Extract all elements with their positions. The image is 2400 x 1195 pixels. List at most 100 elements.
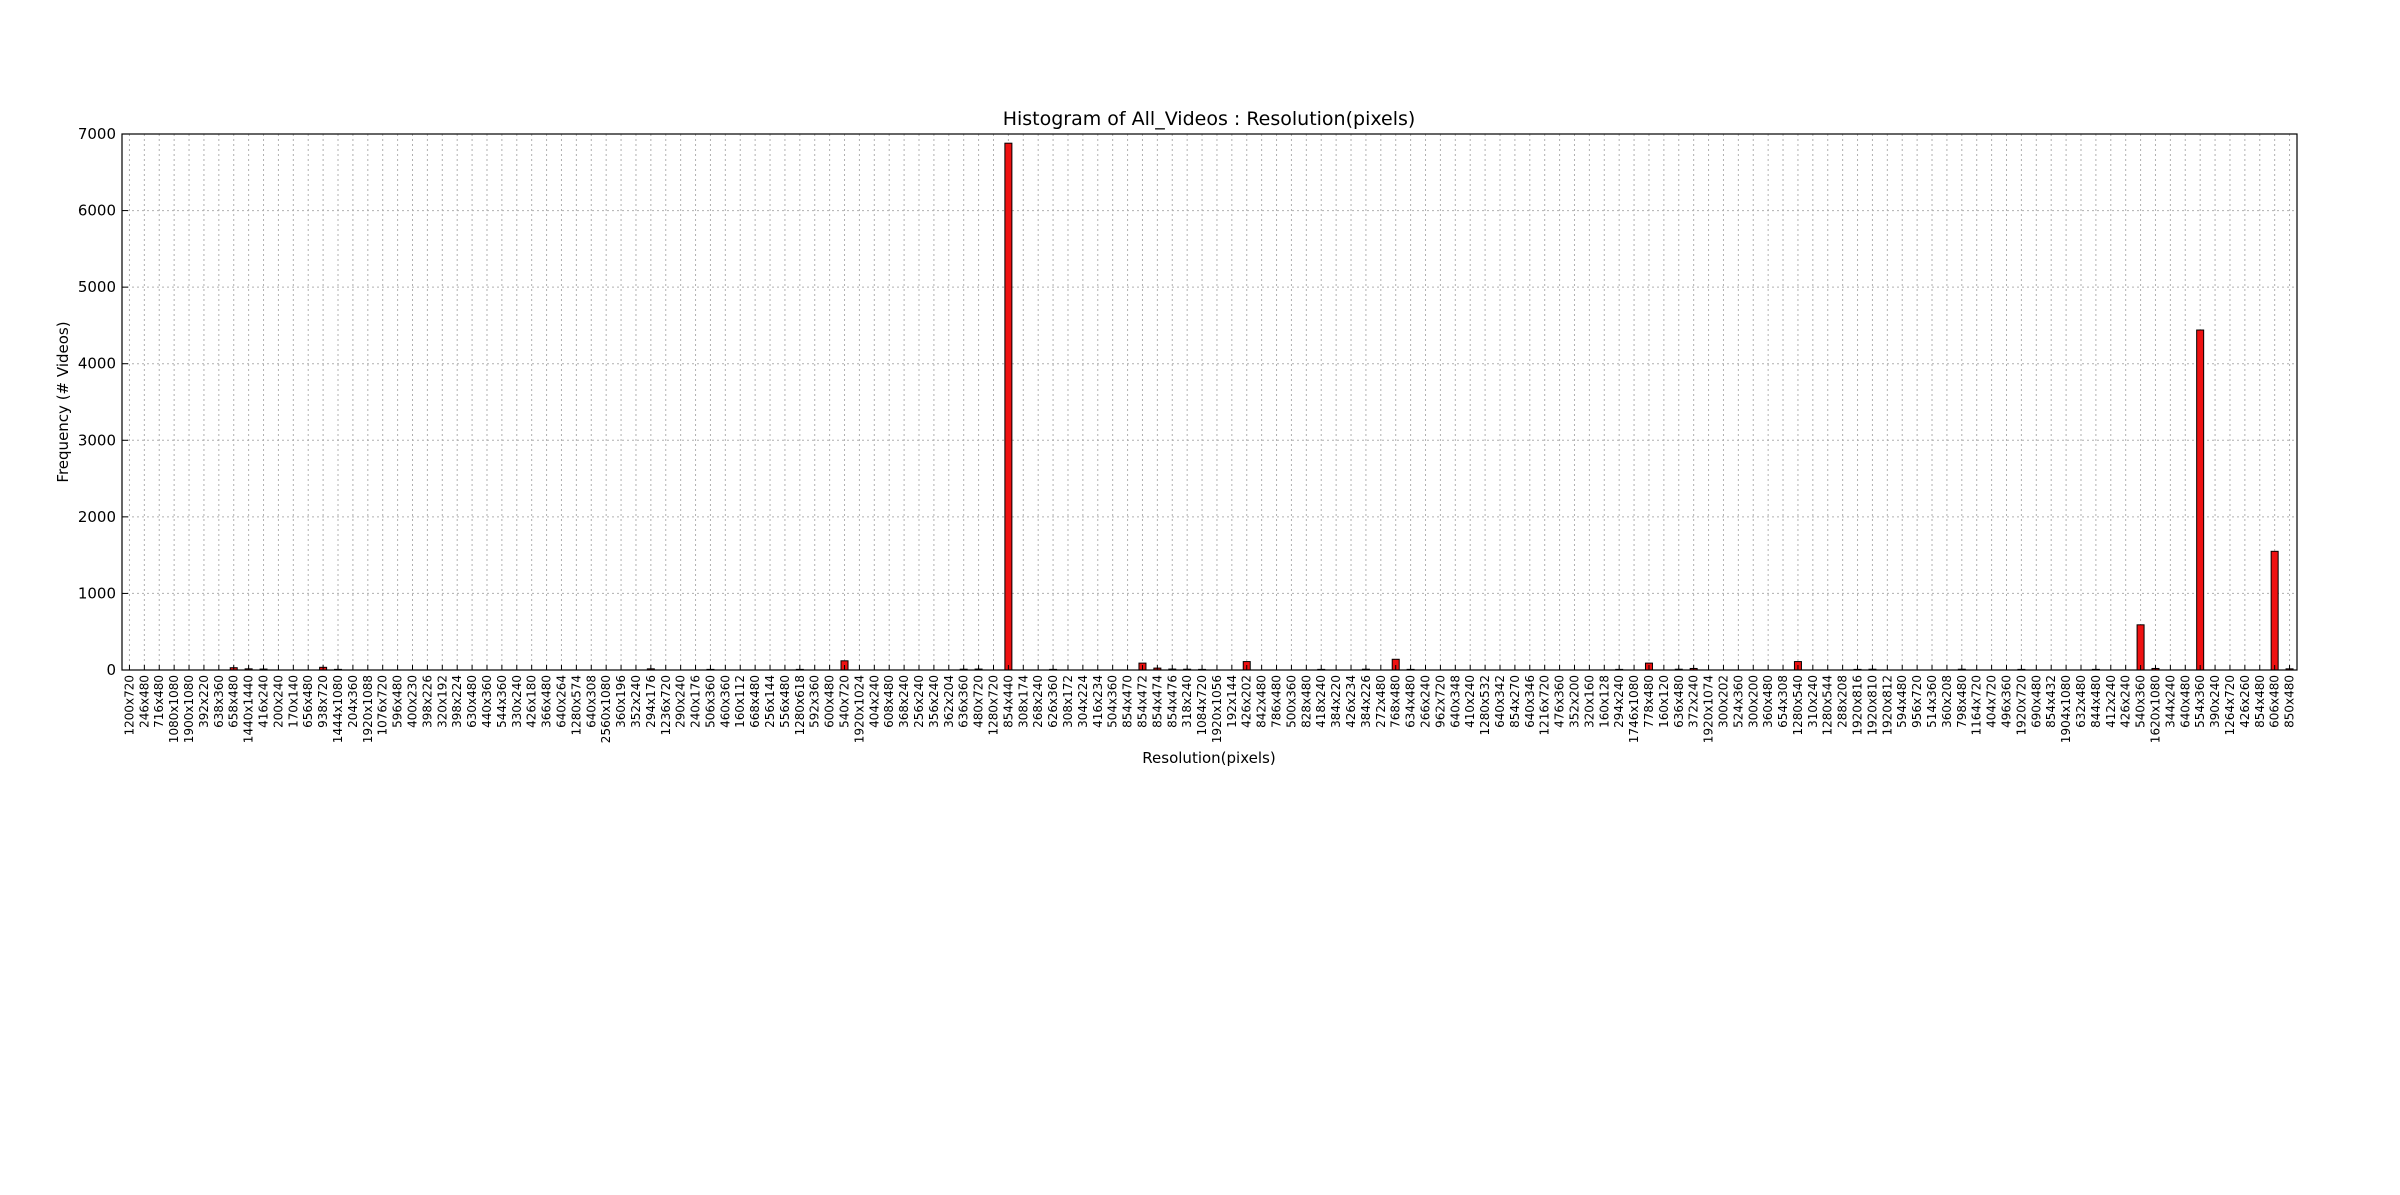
x-tick-label: 854x474	[1150, 675, 1164, 728]
bar-606x480	[2270, 550, 2279, 671]
x-tick-label: 410x240	[1463, 675, 1477, 728]
x-tick-label: 634x480	[1404, 675, 1418, 728]
chart-title: Histogram of All_Videos : Resolution(pix…	[1003, 108, 1416, 130]
x-tick-label: 418x240	[1314, 675, 1328, 728]
x-tick-label: 1920x810	[1865, 675, 1879, 736]
x-tick-label: 544x360	[495, 675, 509, 728]
x-tick-label: 290x240	[674, 675, 688, 728]
x-tick-label: 360x480	[1761, 675, 1775, 728]
x-tick-label: 596x480	[391, 675, 405, 728]
x-tick-label: 640x346	[1523, 675, 1537, 728]
x-tick-label: 268x240	[1031, 675, 1045, 728]
x-tick-label: 540x360	[2134, 675, 2148, 728]
x-tick-label: 854x476	[1165, 675, 1179, 728]
x-tick-label: 294x176	[644, 675, 658, 728]
x-tick-label: 330x240	[510, 675, 524, 728]
x-tick-label: 1920x1024	[852, 675, 866, 743]
x-tick-label: 1920x1074	[1702, 675, 1716, 743]
x-tick-label: 1900x1080	[182, 675, 196, 743]
y-tick-label: 6000	[78, 202, 116, 220]
x-tick-label: 640x342	[1493, 675, 1507, 728]
x-tick-label: 344x240	[2163, 675, 2177, 728]
x-tick-label: 854x470	[1121, 675, 1135, 728]
x-tick-label: 398x226	[420, 675, 434, 728]
x-tick-label: 440x360	[480, 675, 494, 728]
x-tick-label: 514x360	[1925, 675, 1939, 728]
x-tick-label: 360x196	[614, 675, 628, 728]
x-tick-label: 404x720	[1985, 675, 1999, 728]
x-tick-label: 352x240	[629, 675, 643, 728]
x-tick-label: 368x240	[897, 675, 911, 728]
x-tick-label: 632x480	[2074, 675, 2088, 728]
x-tick-label: 320x192	[435, 675, 449, 728]
x-tick-label: 638x360	[212, 675, 226, 728]
x-tick-label: 1920x1088	[361, 675, 375, 743]
x-tick-label: 412x240	[2104, 675, 2118, 728]
x-tick-label: 256x240	[912, 675, 926, 728]
y-tick-label: 2000	[78, 508, 116, 526]
x-tick-label: 690x480	[2029, 675, 2043, 728]
x-tick-label: 1440x1440	[242, 675, 256, 743]
x-tick-label: 786x480	[1270, 675, 1284, 728]
x-tick-label: 1264x720	[2223, 675, 2237, 736]
x-tick-label: 384x220	[1329, 675, 1343, 728]
x-tick-label: 640x348	[1448, 675, 1462, 728]
x-tick-label: 854x432	[2044, 675, 2058, 728]
x-tick-label: 600x480	[823, 675, 837, 728]
x-tick-label: 850x480	[2283, 675, 2297, 728]
x-tick-label: 426x202	[1240, 675, 1254, 728]
x-tick-label: 1920x812	[1880, 675, 1894, 736]
x-tick-label: 170x140	[286, 675, 300, 728]
x-tick-label: 1920x816	[1851, 675, 1865, 736]
x-tick-label: 654x308	[1776, 675, 1790, 728]
x-tick-label: 1920x720	[2014, 675, 2028, 736]
grid-lines	[122, 133, 2297, 671]
x-tick-label: 640x308	[584, 675, 598, 728]
x-tick-label: 1076x720	[376, 675, 390, 736]
x-tick-label: 480x720	[972, 675, 986, 728]
x-tick-label: 366x480	[540, 675, 554, 728]
y-tick-label: 0	[106, 661, 116, 679]
x-tick-label: 778x480	[1642, 675, 1656, 728]
x-tick-label: 854x270	[1508, 675, 1522, 728]
x-tick-label: 1200x720	[122, 675, 136, 736]
x-tick-label: 554x360	[2193, 675, 2207, 728]
x-tick-label: 300x202	[1716, 675, 1730, 728]
x-tick-label: 300x200	[1746, 675, 1760, 728]
x-tick-label: 160x120	[1657, 675, 1671, 728]
x-tick-label: 608x480	[882, 675, 896, 728]
x-tick-label: 192x144	[1225, 675, 1239, 728]
x-tick-label: 404x240	[867, 675, 881, 728]
x-tick-label: 1920x1056	[1210, 675, 1224, 743]
x-tick-label: 640x480	[2178, 675, 2192, 728]
x-tick-label: 1280x720	[986, 675, 1000, 736]
x-tick-label: 400x230	[405, 675, 419, 728]
x-tick-label: 304x224	[1076, 675, 1090, 728]
x-tick-label: 500x360	[1284, 675, 1298, 728]
x-tick-label: 460x360	[718, 675, 732, 728]
x-tick-label: 246x480	[137, 675, 151, 728]
x-tick-label: 1904x1080	[2059, 675, 2073, 743]
x-tick-label: 384x226	[1359, 675, 1373, 728]
x-tick-label: 854x480	[2253, 675, 2267, 728]
x-tick-label: 1620x1080	[2148, 675, 2162, 743]
x-tick-label: 356x240	[927, 675, 941, 728]
x-tick-label: 828x480	[1299, 675, 1313, 728]
x-tick-label: 294x240	[1612, 675, 1626, 728]
x-tick-label: 272x480	[1374, 675, 1388, 728]
x-axis-label: Resolution(pixels)	[1142, 749, 1275, 767]
x-tick-label: 390x240	[2208, 675, 2222, 728]
x-tick-label: 1236x720	[659, 675, 673, 736]
x-tick-label: 392x220	[197, 675, 211, 728]
x-tick-label: 594x480	[1895, 675, 1909, 728]
x-tick-label: 320x160	[1582, 675, 1596, 728]
x-tick-label: 426x260	[2238, 675, 2252, 728]
x-tick-label: 592x360	[808, 675, 822, 728]
x-tick-label: 310x240	[1806, 675, 1820, 728]
x-tick-label: 372x240	[1687, 675, 1701, 728]
y-tick-label: 1000	[78, 584, 116, 602]
x-tick-label: 606x480	[2268, 675, 2282, 728]
y-axis-label: Frequency (# Videos)	[54, 321, 72, 482]
x-tick-label: 640x264	[554, 675, 568, 728]
x-tick-label: 360x208	[1940, 675, 1954, 728]
